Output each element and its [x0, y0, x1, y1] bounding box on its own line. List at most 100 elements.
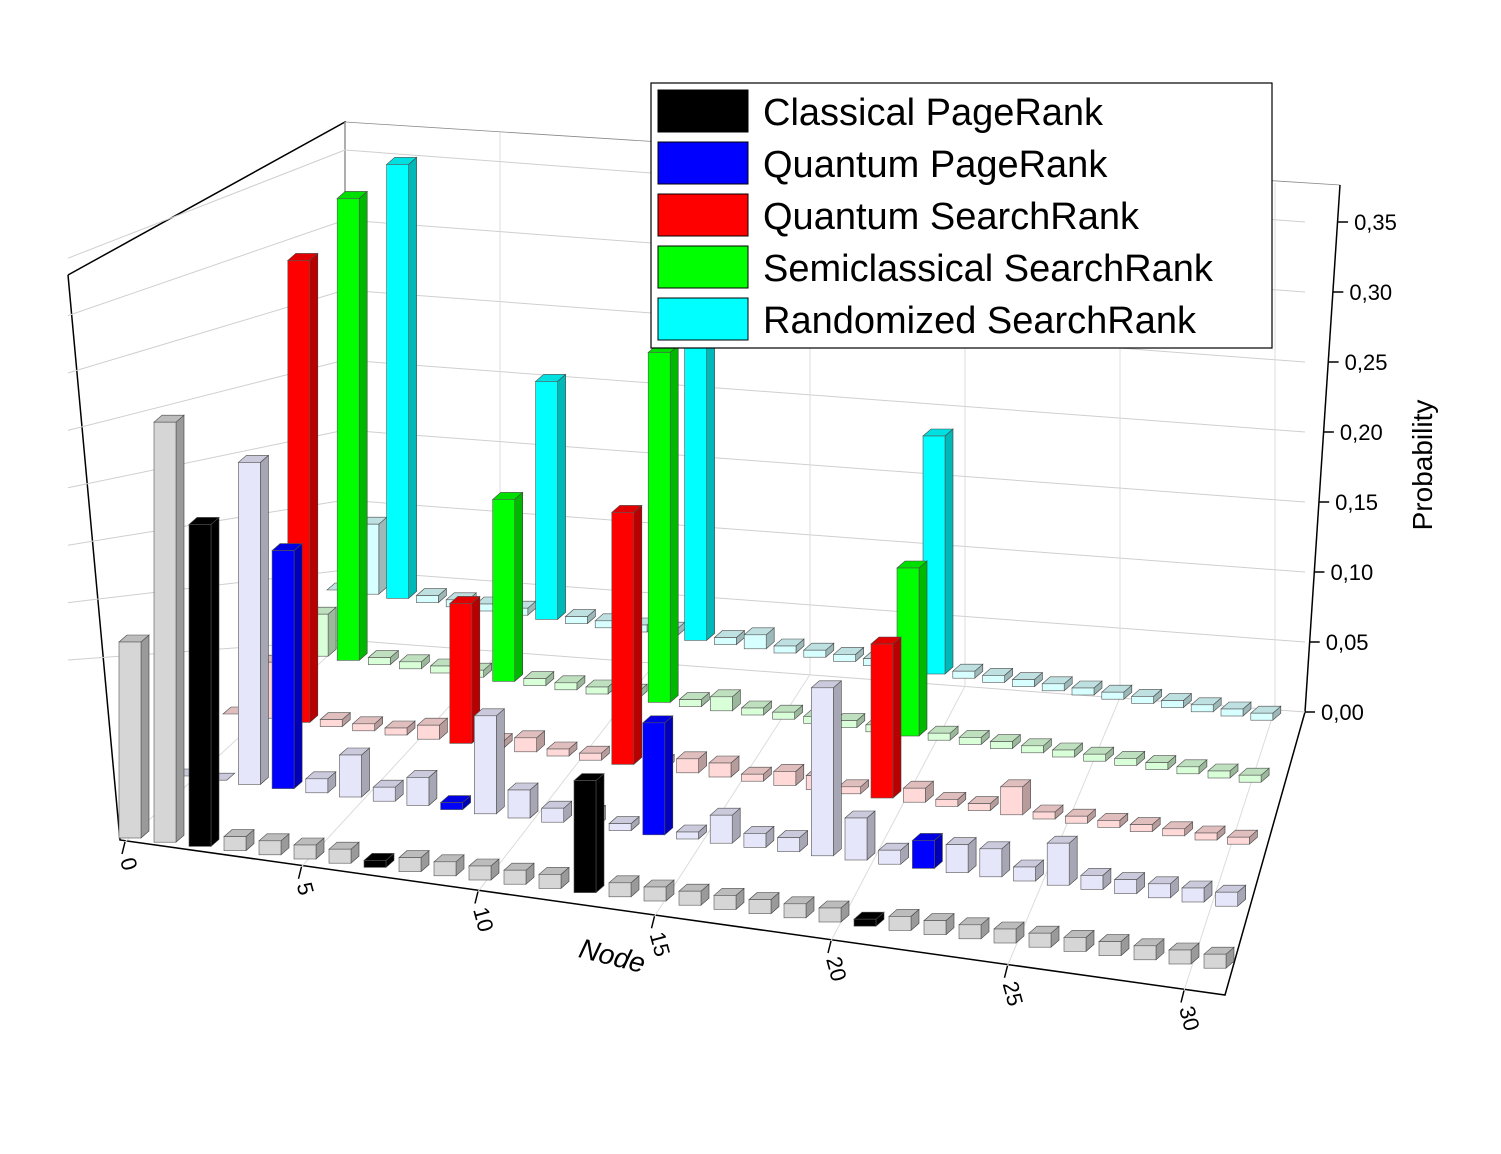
- bar: [1097, 812, 1129, 829]
- bar: [1071, 680, 1103, 696]
- bar-side: [175, 414, 185, 843]
- bar-front: [554, 682, 578, 691]
- bar-front: [888, 916, 912, 931]
- x-tick: [1180, 990, 1185, 1003]
- bar-front: [748, 899, 772, 914]
- bar-front: [417, 724, 440, 740]
- bar: [647, 344, 679, 704]
- bar: [1207, 763, 1239, 779]
- bar-front: [352, 723, 375, 732]
- bar: [853, 911, 885, 927]
- bar-front: [993, 928, 1017, 944]
- bar: [993, 921, 1025, 944]
- bar-front: [608, 882, 632, 898]
- bar: [967, 795, 999, 812]
- bar: [776, 829, 809, 853]
- bar: [783, 896, 815, 919]
- bar: [534, 373, 567, 621]
- bar-front: [573, 780, 597, 893]
- bar-front: [743, 634, 767, 650]
- bar: [1082, 746, 1115, 762]
- x-tick: [474, 891, 479, 904]
- bar-front: [818, 907, 842, 923]
- bar: [743, 825, 775, 849]
- y-tick-label: 0,15: [1335, 490, 1378, 515]
- bar: [870, 636, 902, 799]
- bar: [958, 729, 990, 746]
- bar: [837, 779, 870, 795]
- bar-front: [223, 836, 247, 851]
- bar-front: [922, 435, 946, 675]
- legend-label: Semiclassical SearchRank: [763, 248, 1214, 290]
- bar: [1028, 925, 1060, 948]
- bar: [709, 807, 741, 844]
- bar-front: [608, 823, 632, 831]
- bar-front: [912, 840, 935, 869]
- bar: [1238, 767, 1270, 783]
- bar-front: [1114, 879, 1137, 894]
- bar: [927, 725, 959, 741]
- bar-front: [305, 778, 329, 794]
- bar-side: [557, 373, 566, 621]
- legend-label: Quantum SearchRank: [763, 196, 1140, 238]
- bar: [1250, 705, 1282, 721]
- x-tick-label: 15: [645, 929, 675, 959]
- legend-swatch: [657, 245, 749, 289]
- bar-front: [642, 722, 666, 836]
- bar: [1133, 938, 1165, 961]
- bar-front: [713, 895, 737, 910]
- bar: [1214, 884, 1247, 907]
- bar: [523, 670, 555, 687]
- bar: [367, 649, 400, 666]
- bar: [188, 516, 220, 848]
- bar-front: [1203, 953, 1227, 969]
- bar: [740, 766, 773, 782]
- bar: [1147, 876, 1180, 899]
- bar-front: [406, 777, 430, 806]
- bar-front: [708, 762, 732, 778]
- bar: [911, 832, 944, 870]
- bar: [748, 891, 780, 915]
- bar: [608, 815, 640, 832]
- bar-front: [579, 752, 602, 761]
- grid-line: [344, 429, 1306, 503]
- y-tick-label: 0,20: [1340, 420, 1383, 445]
- bar-front: [773, 645, 797, 654]
- bar-front: [952, 670, 976, 679]
- bar: [491, 491, 524, 683]
- bar-side: [595, 772, 605, 894]
- bar-front: [449, 603, 473, 744]
- bar: [678, 883, 710, 906]
- x-tick-label: 20: [821, 954, 851, 984]
- bar: [271, 542, 303, 790]
- y-tick-label: 0,00: [1321, 700, 1364, 725]
- bar-front: [386, 164, 409, 599]
- bar-front: [416, 595, 439, 603]
- bar: [1101, 684, 1133, 700]
- bar: [1041, 676, 1073, 692]
- bar: [608, 875, 640, 898]
- bar-side: [1068, 835, 1078, 886]
- bar-front: [319, 719, 343, 727]
- bar-front: [709, 814, 733, 844]
- bar: [513, 730, 546, 753]
- bar: [1080, 867, 1112, 891]
- bar-front: [1028, 932, 1052, 948]
- bar: [1181, 880, 1213, 903]
- bar-front: [967, 803, 991, 811]
- bar: [384, 720, 416, 736]
- legend-label: Randomized SearchRank: [763, 300, 1197, 342]
- bar-front: [743, 833, 767, 848]
- bar: [989, 733, 1022, 750]
- bar: [573, 772, 605, 894]
- bar-front: [741, 707, 764, 716]
- bar-front: [1021, 745, 1044, 754]
- bar-front: [1046, 842, 1070, 886]
- bar-front: [1176, 766, 1200, 775]
- bar-front: [1083, 753, 1106, 762]
- bar-side: [210, 516, 220, 848]
- bar: [433, 854, 465, 877]
- bar-side: [866, 810, 876, 861]
- bar-side: [260, 454, 269, 786]
- bar: [351, 716, 384, 732]
